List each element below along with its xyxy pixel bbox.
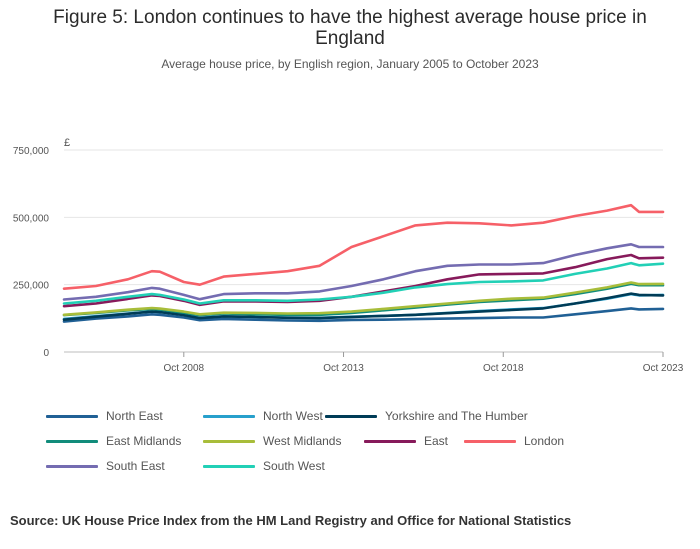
legend-item-west-midlands[interactable]: West Midlands [203,433,341,449]
legend-item-yorkshire-and-the-humber[interactable]: Yorkshire and The Humber [325,408,528,424]
chart-title: Figure 5: London continues to have the h… [53,7,647,49]
series-line-north-east [62,307,665,323]
legend-swatch [364,439,416,443]
series-line-south-east [62,243,665,301]
legend-swatch [203,464,255,468]
legend-label: South East [106,459,165,473]
legend-label: London [524,434,565,448]
y-tick-label: 750,000 [13,146,50,157]
y-tick-label: 250,000 [13,281,50,292]
legend-label: North East [106,409,163,423]
y-axis-label: £ [64,137,70,149]
legend-item-east[interactable]: East [364,433,448,449]
legend-label: West Midlands [263,434,342,448]
legend-item-south-west[interactable]: South West [203,458,325,474]
series-line-south-west [62,261,665,305]
legend-item-north-east[interactable]: North East [46,408,163,424]
legend-swatch [203,414,255,418]
legend-swatch [464,439,516,443]
series-line-east [62,253,665,308]
x-tick-label: Oct 2008 [164,363,205,374]
legend-label: East [424,434,449,448]
x-tick-label: Oct 2023 [643,363,684,374]
y-tick-label: 0 [43,348,49,359]
legend-swatch [46,439,98,443]
legend-item-south-east[interactable]: South East [46,458,165,474]
legend-item-east-midlands[interactable]: East Midlands [46,433,181,449]
x-tick-label: Oct 2018 [483,363,524,374]
legend-swatch [46,414,98,418]
series-line-west-midlands [62,281,665,317]
chart-subtitle: Average house price, by English region, … [161,57,539,71]
legend-label: East Midlands [106,434,182,448]
legend-item-london[interactable]: London [464,433,564,449]
legend-swatch [46,464,98,468]
legend-label: Yorkshire and The Humber [385,409,528,423]
line-chart: 0 250,000 500,000 750,000 £ Oct 2008 Oct 2013 O… [13,137,684,374]
x-tick-label: Oct 2013 [323,363,364,374]
legend-label: South West [263,459,325,473]
series-line-yorkshire-and-the-humber [62,292,665,322]
series-line-london [62,203,665,291]
legend-label: North West [263,409,323,423]
y-tick-label: 500,000 [13,213,50,224]
legend-swatch [203,439,255,443]
legend-swatch [325,414,377,418]
source-note: Source: UK House Price Index from the HM… [10,513,572,528]
legend-item-north-west[interactable]: North West [203,408,323,424]
